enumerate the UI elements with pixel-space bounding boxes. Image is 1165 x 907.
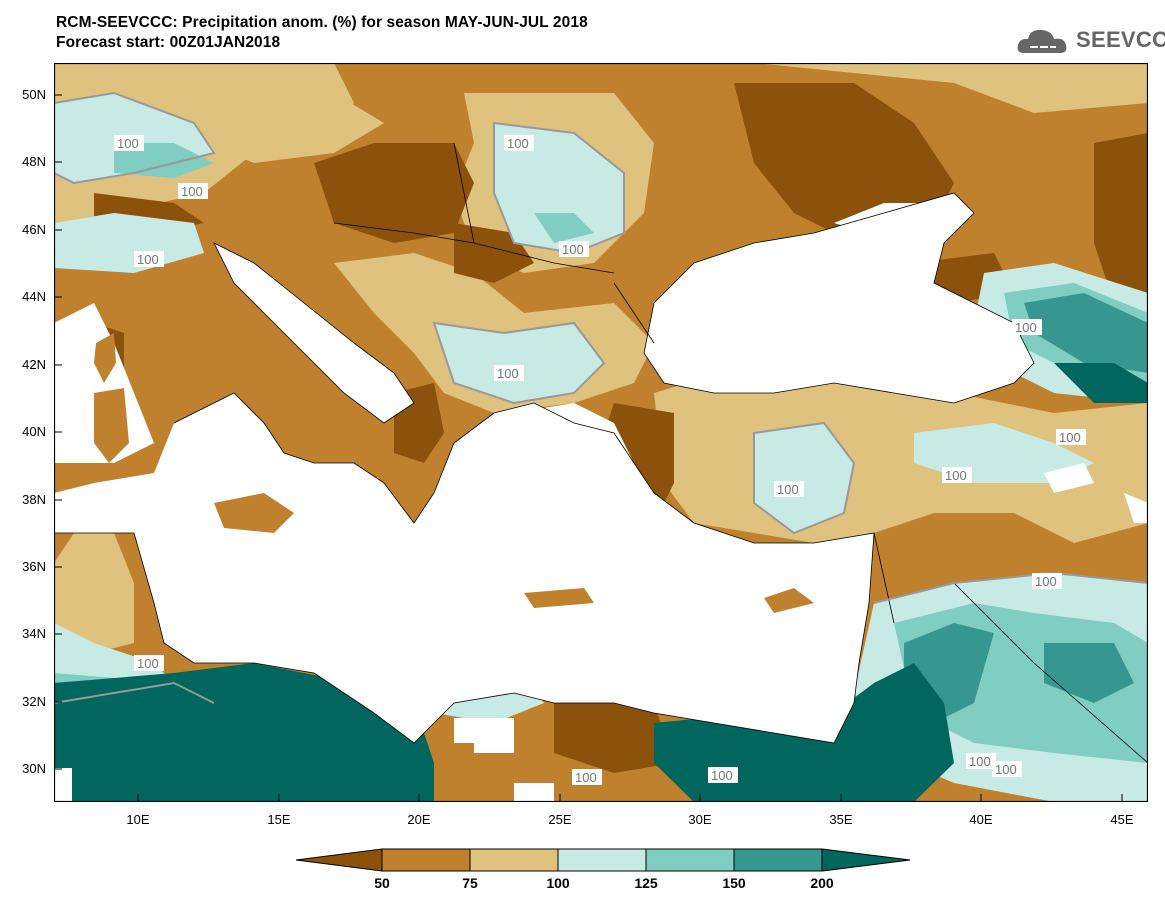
contour-label: 100 bbox=[969, 754, 991, 769]
contour-label: 100 bbox=[1059, 430, 1081, 445]
contour-label-box bbox=[559, 241, 589, 257]
precipitation-anomaly-map: 100 100 100 100 100 100 bbox=[53, 62, 1149, 803]
lon-label: 25E bbox=[548, 812, 572, 827]
contour-label: 100 bbox=[945, 468, 967, 483]
colorbar-segment-above-200 bbox=[821, 848, 911, 872]
lon-label: 15E bbox=[267, 812, 291, 827]
contour-label: 100 bbox=[1035, 574, 1057, 589]
lat-label: 42N bbox=[22, 357, 46, 372]
lat-label: 36N bbox=[22, 559, 46, 574]
map-panel: 100 100 100 100 100 100 bbox=[53, 62, 1149, 803]
contour-label-box bbox=[134, 251, 164, 267]
lon-label: 40E bbox=[969, 812, 993, 827]
contour-label-box bbox=[134, 655, 164, 671]
lat-label: 38N bbox=[22, 492, 46, 507]
lon-label: 20E bbox=[407, 812, 431, 827]
colorbar-tick-label: 200 bbox=[810, 875, 834, 891]
contour-label-box bbox=[992, 761, 1022, 777]
contour-label: 100 bbox=[507, 136, 529, 151]
contour-label-box bbox=[494, 365, 524, 381]
colorbar-segment-50-75 bbox=[381, 848, 471, 872]
contour-label: 100 bbox=[711, 768, 733, 783]
contour-label-box bbox=[114, 135, 144, 151]
colorbar-tick-label: 50 bbox=[374, 875, 390, 891]
islands bbox=[94, 333, 814, 613]
colorbar-tick-label: 150 bbox=[722, 875, 746, 891]
colorbar-segment-below-50 bbox=[296, 848, 383, 872]
contour-label-box bbox=[966, 753, 996, 769]
colorbar-tick-label: 100 bbox=[546, 875, 570, 891]
contour-label-box bbox=[1056, 429, 1086, 445]
colorbar bbox=[296, 848, 911, 872]
seevccc-logo: SEEVCCC bbox=[1016, 23, 1165, 59]
lat-label: 44N bbox=[22, 289, 46, 304]
contour-label: 100 bbox=[117, 136, 139, 151]
contour-label-box bbox=[572, 769, 602, 785]
no-data-patches bbox=[54, 463, 1148, 802]
contour-label: 100 bbox=[137, 656, 159, 671]
lat-label: 32N bbox=[22, 694, 46, 709]
colorbar-tick-label: 125 bbox=[634, 875, 658, 891]
colorbar-segment-150-200 bbox=[733, 848, 823, 872]
sea-areas bbox=[54, 193, 1034, 743]
contour-label-box bbox=[774, 481, 804, 497]
contour-label-box bbox=[1032, 573, 1062, 589]
lat-label: 46N bbox=[22, 222, 46, 237]
contour-label: 100 bbox=[181, 184, 203, 199]
contour-label: 100 bbox=[1015, 320, 1037, 335]
lat-label: 48N bbox=[22, 154, 46, 169]
lon-label: 30E bbox=[688, 812, 712, 827]
contour-label: 100 bbox=[562, 242, 584, 257]
contour-label-box bbox=[708, 767, 738, 783]
map-subtitle: Forecast start: 00Z01JAN2018 bbox=[56, 34, 281, 51]
lat-label: 30N bbox=[22, 761, 46, 776]
contour-label-box bbox=[942, 467, 972, 483]
colorbar-segment-125-150 bbox=[645, 848, 735, 872]
contour-label: 100 bbox=[777, 482, 799, 497]
contour-label: 100 bbox=[995, 762, 1017, 777]
lon-tick-marks bbox=[137, 794, 1123, 802]
contour-label: 100 bbox=[575, 770, 597, 785]
lon-label: 35E bbox=[829, 812, 853, 827]
contour-label: 100 bbox=[497, 366, 519, 381]
lat-label: 40N bbox=[22, 424, 46, 439]
colorbar-segment-75-100 bbox=[469, 848, 559, 872]
contour-label-box bbox=[504, 135, 534, 151]
lat-label: 34N bbox=[22, 626, 46, 641]
contour-label-box bbox=[1012, 319, 1042, 335]
cloud-icon bbox=[1017, 29, 1067, 53]
map-title: RCM-SEEVCCC: Precipitation anom. (%) for… bbox=[56, 14, 588, 31]
lon-label: 45E bbox=[1110, 812, 1134, 827]
lat-tick-marks bbox=[54, 94, 62, 770]
lat-label: 50N bbox=[22, 87, 46, 102]
colorbar-segment-100-125 bbox=[557, 848, 647, 872]
contour-100 bbox=[54, 91, 1148, 704]
lon-label: 10E bbox=[126, 812, 150, 827]
contour-label: 100 bbox=[137, 252, 159, 267]
logo-text: SEEVCCC bbox=[1076, 27, 1165, 52]
colorbar-tick-label: 75 bbox=[462, 875, 478, 891]
contour-labels: 100 100 100 100 100 100 bbox=[114, 135, 1086, 785]
contour-label-box bbox=[178, 183, 208, 199]
